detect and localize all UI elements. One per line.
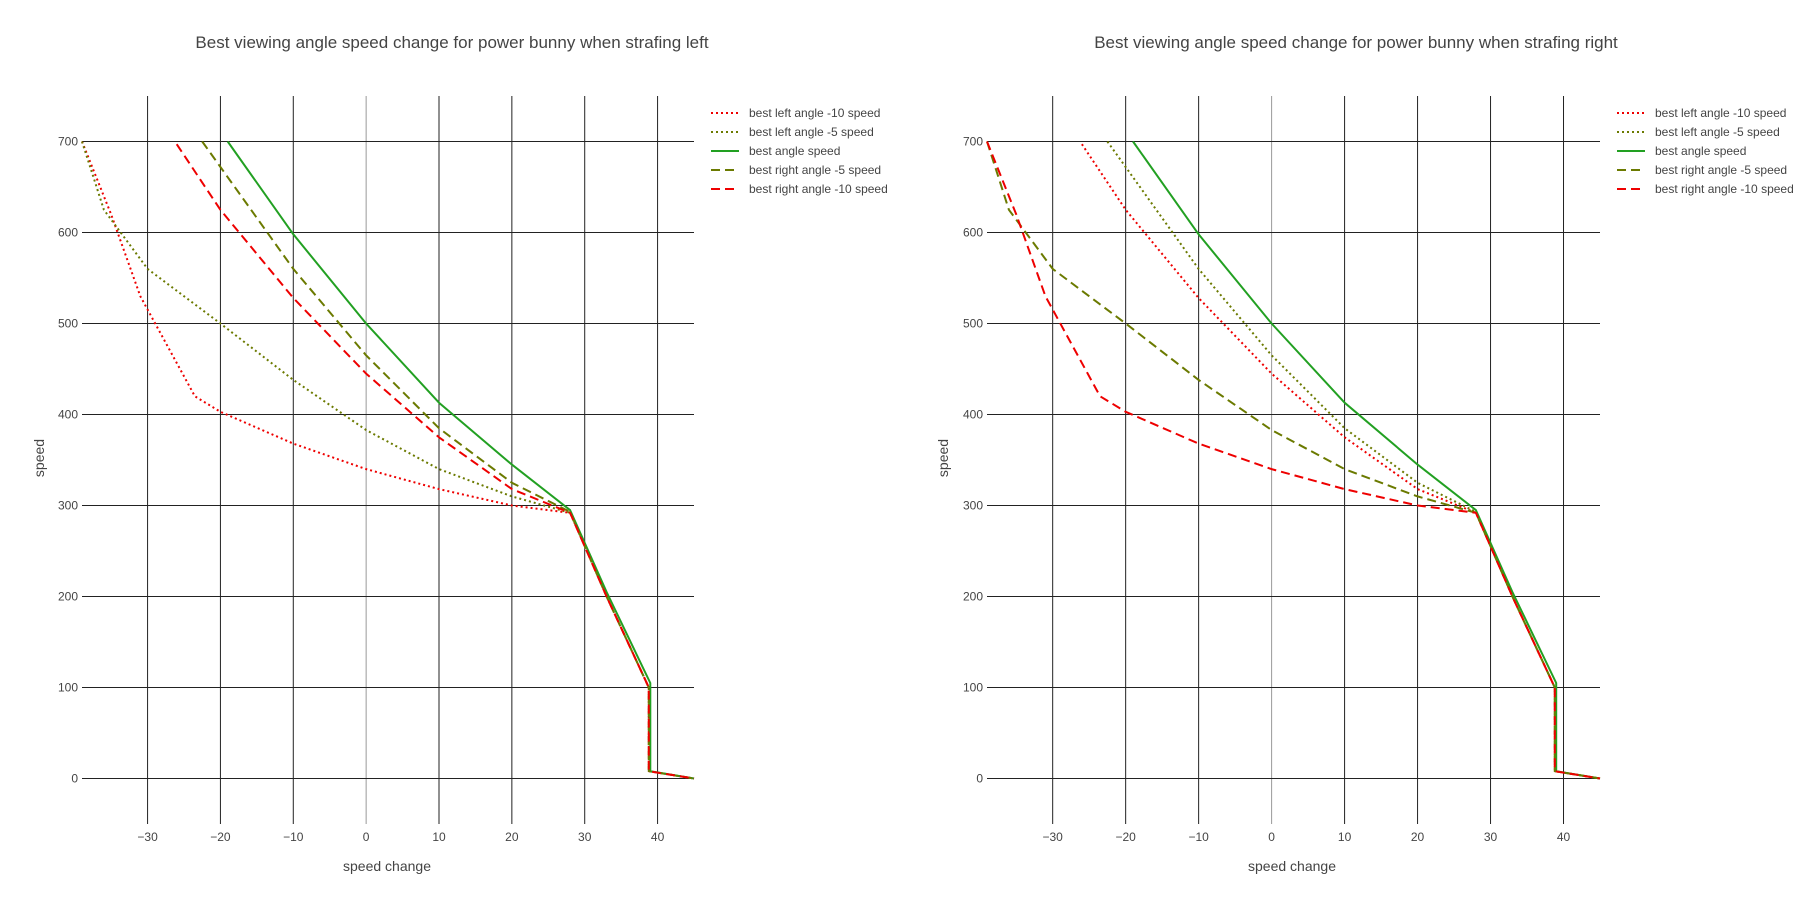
legend-item[interactable]: best right angle -5 speed (711, 163, 881, 177)
x-tick-label: 40 (1557, 830, 1571, 844)
legend-item[interactable]: best left angle -10 speed (1617, 106, 1786, 120)
series-line-3 (226, 140, 695, 780)
series-line-2 (1106, 140, 1601, 780)
grid-lines (987, 96, 1600, 824)
legend[interactable]: best left angle -10 speed best left angle… (1617, 106, 1794, 196)
chart-title: Best viewing angle speed change for powe… (1094, 33, 1618, 52)
legend-label: best angle speed (1655, 144, 1746, 158)
legend-item[interactable]: best right angle -10 speed (711, 182, 888, 196)
series-line-3 (1132, 140, 1601, 780)
x-tick-label: 10 (432, 830, 446, 844)
legend-item[interactable]: best left angle -5 speed (711, 125, 874, 139)
y-tick-label: 500 (58, 317, 78, 331)
legend-item[interactable]: best angle speed (711, 144, 840, 158)
legend-label: best left angle -10 speed (1655, 106, 1786, 120)
legend-label: best right angle -10 speed (1655, 182, 1794, 196)
chart-strafing-left: Best viewing angle speed change for powe… (31, 33, 888, 874)
y-tick-label: 700 (58, 135, 78, 149)
series-line-2 (81, 141, 695, 780)
x-axis-ticks: −30 −20 −10 0 10 20 30 40 (1042, 830, 1570, 844)
x-tick-label: 20 (1411, 830, 1425, 844)
x-tick-label: 20 (505, 830, 519, 844)
x-tick-label: 0 (363, 830, 370, 844)
x-tick-label: 30 (578, 830, 592, 844)
y-tick-label: 200 (58, 590, 78, 604)
y-tick-label: 500 (963, 317, 983, 331)
legend-item[interactable]: best right angle -10 speed (1617, 182, 1794, 196)
x-axis-title: speed change (1248, 858, 1336, 874)
series-line-4 (201, 140, 695, 780)
y-axis-ticks: 0 100 200 300 400 500 600 700 (58, 135, 78, 786)
grid-lines (82, 96, 694, 824)
y-axis-title: speed (935, 439, 951, 477)
legend-label: best right angle -5 speed (1655, 163, 1787, 177)
x-axis-title: speed change (343, 858, 431, 874)
y-axis-ticks: 0 100 200 300 400 500 600 700 (963, 135, 983, 786)
x-axis-ticks: −30 −20 −10 0 10 20 30 40 (137, 830, 664, 844)
y-tick-label: 600 (963, 226, 983, 240)
y-axis-title: speed (31, 439, 47, 477)
legend-label: best left angle -10 speed (749, 106, 880, 120)
x-tick-label: −10 (283, 830, 304, 844)
x-tick-label: 0 (1268, 830, 1275, 844)
series-line-5 (175, 143, 695, 780)
y-tick-label: 200 (963, 590, 983, 604)
x-tick-label: −20 (1115, 830, 1136, 844)
plot-area (986, 140, 1601, 780)
legend[interactable]: best left angle -10 speed best left angle… (711, 106, 888, 196)
chart-title: Best viewing angle speed change for powe… (195, 33, 708, 52)
series-line-4 (986, 141, 1601, 780)
chart-strafing-right: Best viewing angle speed change for powe… (935, 33, 1794, 874)
y-tick-label: 400 (963, 408, 983, 422)
x-tick-label: −30 (1042, 830, 1063, 844)
legend-label: best left angle -5 speed (1655, 125, 1780, 139)
y-tick-label: 100 (58, 681, 78, 695)
legend-label: best angle speed (749, 144, 840, 158)
legend-label: best right angle -10 speed (749, 182, 888, 196)
series-line-5 (986, 141, 1601, 780)
y-tick-label: 400 (58, 408, 78, 422)
plot-area (81, 140, 695, 780)
legend-item[interactable]: best left angle -10 speed (711, 106, 880, 120)
y-tick-label: 100 (963, 681, 983, 695)
series-line-1 (1081, 143, 1601, 780)
x-tick-label: −30 (137, 830, 158, 844)
x-tick-label: −20 (210, 830, 231, 844)
x-tick-label: 10 (1338, 830, 1352, 844)
legend-item[interactable]: best right angle -5 speed (1617, 163, 1787, 177)
x-tick-label: 30 (1484, 830, 1498, 844)
legend-item[interactable]: best angle speed (1617, 144, 1746, 158)
legend-label: best left angle -5 speed (749, 125, 874, 139)
x-tick-label: 40 (651, 830, 665, 844)
y-tick-label: 300 (58, 499, 78, 513)
legend-item[interactable]: best left angle -5 speed (1617, 125, 1780, 139)
legend-label: best right angle -5 speed (749, 163, 881, 177)
y-tick-label: 700 (963, 135, 983, 149)
y-tick-label: 600 (58, 226, 78, 240)
x-tick-label: −10 (1188, 830, 1209, 844)
y-tick-label: 0 (976, 772, 983, 786)
y-tick-label: 0 (71, 772, 78, 786)
y-tick-label: 300 (963, 499, 983, 513)
